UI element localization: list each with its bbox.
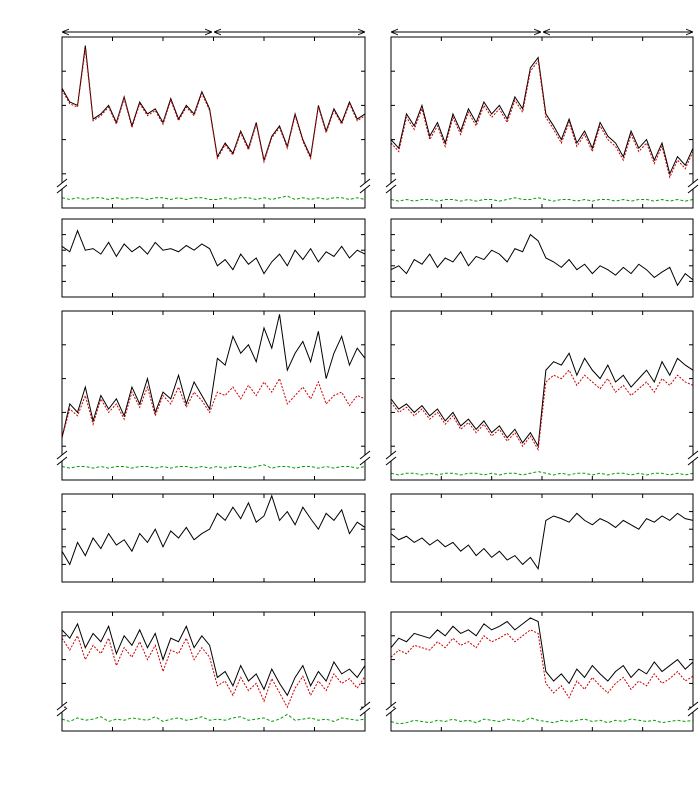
axis-break [56,707,68,717]
panel [385,611,699,732]
panel [61,493,366,583]
plot-frame [61,611,366,732]
panel [56,310,371,481]
series-line [390,512,694,571]
panel [61,218,366,298]
panel [390,493,694,583]
series-line [390,369,694,452]
axis-break [359,456,371,466]
axis-break [687,178,699,188]
series-line [61,713,366,723]
axis-break-gap [389,183,393,189]
series-line [390,233,694,287]
axis-break [385,701,397,711]
plot-frame [390,310,694,481]
series-line [61,48,366,164]
axis-break [687,456,699,466]
axis-break [359,178,371,188]
panel [385,36,699,209]
axis-break [687,707,699,717]
plot-frame [61,493,366,583]
plot-frame [390,218,694,298]
series-line [390,352,694,448]
series-line [61,464,366,469]
series-line [61,314,366,438]
axis-break [359,707,371,717]
panel [390,218,694,298]
series-line [61,229,366,275]
series-line [61,45,366,163]
axis-break [385,707,397,717]
series-line [61,377,366,438]
panel [385,310,699,481]
axis-break [687,450,699,460]
plot-frame [61,218,366,298]
axis-break [359,450,371,460]
axis-break [385,450,397,460]
axis-break [385,456,397,466]
axis-break-gap [363,183,367,189]
plot-frame [390,611,694,732]
axis-break-gap [389,455,393,461]
axis-break [359,701,371,711]
axis-break [687,701,699,711]
axis-break-gap [691,183,695,189]
axis-break [385,184,397,194]
series-line [61,622,366,697]
panel [56,611,371,732]
axis-break-gap [389,706,393,712]
series-line [390,717,694,725]
series-line [61,195,366,200]
axis-break [359,184,371,194]
series-line [390,197,694,202]
axis-break-gap [363,706,367,712]
axis-break-gap [691,455,695,461]
plot-frame [61,310,366,481]
axis-break [56,701,68,711]
plot-frame [390,493,694,583]
series-line [390,617,694,685]
series-line [390,59,694,179]
axis-break [56,184,68,194]
panel [56,36,371,209]
axis-break-gap [363,455,367,461]
axis-break [687,184,699,194]
axis-break-gap [60,706,64,712]
axis-break-gap [691,706,695,712]
axis-break [385,178,397,188]
plot-frame [390,36,694,209]
axis-break [56,178,68,188]
axis-break-gap [60,183,64,189]
series-line [390,56,694,176]
series-line [390,629,694,699]
series-line [390,471,694,476]
axis-break-gap [60,455,64,461]
axis-break [56,450,68,460]
series-line [61,494,366,566]
plot-frame [61,36,366,209]
series-line [61,634,366,709]
axis-break [56,456,68,466]
